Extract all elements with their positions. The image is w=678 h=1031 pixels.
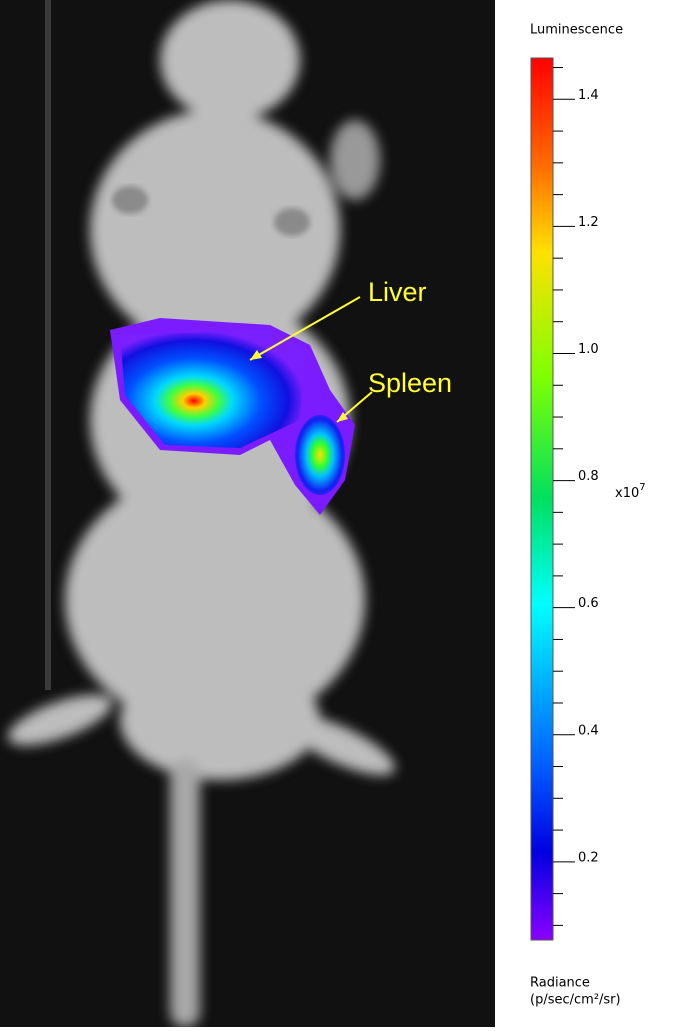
multiplier-base: x10 [615,486,639,501]
tick-label: 0.8 [578,469,599,484]
arrow [249,296,361,361]
arrow-head [250,350,262,360]
multiplier-exponent: 7 [639,482,645,493]
multiplier: x107 [615,482,646,501]
unit-label: Radiance [530,976,590,991]
tick-label: 0.2 [578,850,599,865]
colorbar: Luminescence x107 Radiance (p/sec/cm²/sr… [530,23,646,1008]
tick-label: 1.2 [578,215,599,230]
colorbar-title: Luminescence [530,23,623,38]
tick-label: 0.6 [578,596,599,611]
annotation: Liver [368,277,427,307]
annotation: Spleen [368,368,452,398]
photo: Liver Spleen [0,0,495,1027]
tick-label: 0.4 [578,723,599,738]
tick-label: 1.4 [578,88,599,103]
colorbar-gradient [530,57,554,941]
arrow-head [337,412,348,422]
unit: (p/sec/cm²/sr) [530,993,621,1008]
tick-label: 1.0 [578,342,599,357]
